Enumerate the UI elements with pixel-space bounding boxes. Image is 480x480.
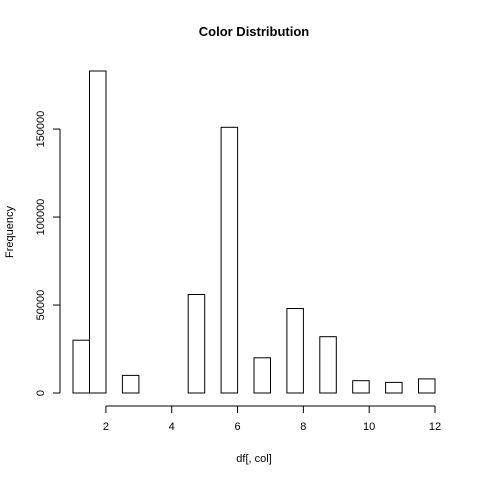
y-tick-label: 100000 [35,199,47,236]
histogram-bar-2 [121,374,140,394]
histogram-bar-10 [418,378,436,394]
histogram-bar-3 [187,294,206,394]
y-axis: 0 50000 100000 150000 [35,111,61,396]
x-tick-label: 4 [169,421,175,433]
histogram-bar-9 [385,381,403,394]
bars-group [72,70,436,394]
x-tick-label: 8 [300,421,306,433]
histogram-bar-6 [286,308,304,394]
histogram-bar-5 [253,357,271,394]
x-tick-label: 6 [234,421,240,433]
x-tick-label: 2 [103,421,109,433]
histogram-bar-0 [72,339,90,394]
x-axis-label: df[, col] [236,453,271,465]
y-tick-label: 150000 [35,111,47,148]
y-tick-label: 0 [35,390,47,396]
chart-title: Color Distribution [199,24,310,39]
histogram-bar-1 [89,70,107,394]
x-axis: 2 4 6 8 10 12 [103,405,441,433]
x-tick-label: 12 [429,421,441,433]
histogram-bar-7 [319,336,337,394]
y-tick-label: 50000 [35,290,47,321]
x-tick-label: 10 [363,421,375,433]
y-axis-label: Frequency [4,206,16,258]
histogram-bar-8 [352,380,370,394]
histogram-bar-4 [220,126,239,394]
